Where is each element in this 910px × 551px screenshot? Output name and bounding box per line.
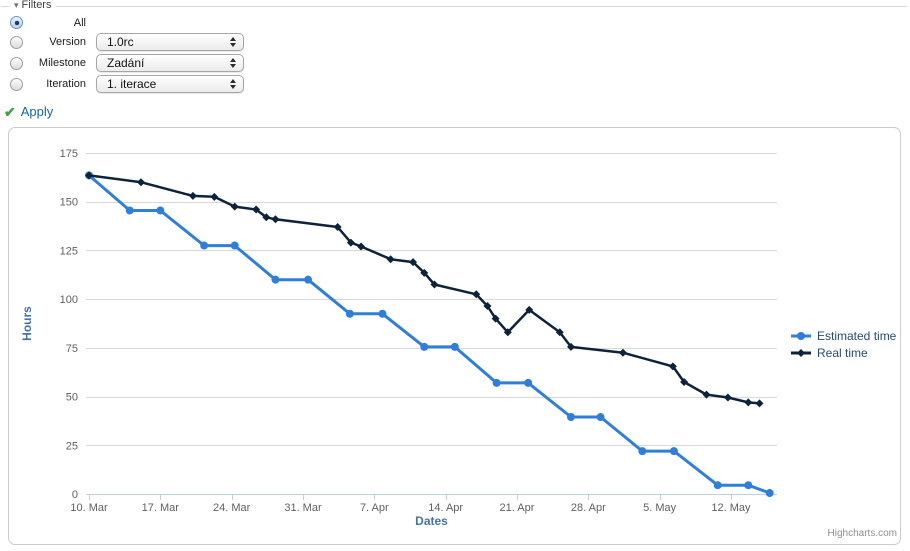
x-tick-label: 28. Apr: [571, 502, 606, 514]
legend-diamond-marker-icon: [791, 349, 811, 357]
y-axis-title: Hours: [20, 306, 34, 341]
iteration-select[interactable]: 1. iterace: [96, 75, 244, 93]
series-estimated-time: [85, 171, 774, 498]
series-real-time: [85, 171, 764, 408]
x-axis: 10. Mar 17. Mar 24. Mar 31. Mar 7. Apr 14. Ap…: [70, 494, 777, 514]
y-tick-label: 150: [60, 197, 78, 209]
legend-label: Real time: [817, 346, 868, 360]
y-tick-label: 50: [66, 392, 78, 404]
filter-label-version: Version: [49, 36, 86, 48]
y-tick-label: 25: [66, 440, 78, 452]
select-arrows-icon: [230, 79, 236, 89]
y-tick-label: 0: [72, 489, 78, 501]
radio-version[interactable]: [10, 35, 23, 49]
check-icon: ✔: [4, 103, 16, 120]
version-select-value: 1.0rc: [107, 35, 134, 49]
legend-item-estimated-time[interactable]: Estimated time: [790, 329, 896, 343]
x-tick-label: 10. Mar: [70, 502, 108, 514]
filter-row-version: Version 1.0rc: [1, 32, 907, 52]
radio-all[interactable]: [10, 16, 23, 29]
filters-panel: ▾ Filters All Version 1.0rc Milestone Za…: [1, 0, 907, 122]
filter-row-all: All: [1, 14, 907, 31]
x-tick-label: 12. May: [711, 502, 751, 514]
burndown-chart: 10. Mar 17. Mar 24. Mar 31. Mar 7. Apr 14. Ap…: [20, 148, 777, 528]
chart-container: 10. Mar 17. Mar 24. Mar 31. Mar 7. Apr 14. Ap…: [8, 127, 901, 545]
x-tick-label: 5. May: [643, 502, 677, 514]
y-tick-label: 175: [60, 148, 78, 160]
filter-label-all: All: [73, 16, 86, 29]
y-tick-label: 125: [60, 245, 78, 257]
radio-milestone[interactable]: [10, 56, 23, 70]
gridlines: [86, 153, 777, 446]
x-tick-label: 31. Mar: [284, 502, 322, 514]
select-arrows-icon: [230, 37, 236, 47]
y-tick-label: 100: [60, 294, 78, 306]
filter-row-iteration: Iteration 1. iterace: [1, 74, 907, 94]
x-tick-label: 14. Apr: [428, 502, 463, 514]
iteration-select-value: 1. iterace: [107, 77, 157, 91]
legend-item-real-time[interactable]: Real time: [790, 346, 896, 360]
filter-rows: All Version 1.0rc Milestone Zadání Itera…: [1, 7, 907, 94]
version-select[interactable]: 1.0rc: [96, 33, 244, 51]
milestone-select[interactable]: Zadání: [96, 54, 244, 72]
apply-button[interactable]: ✔ Apply: [4, 104, 53, 119]
x-tick-label: 17. Mar: [142, 502, 180, 514]
filters-title: Filters: [21, 0, 52, 11]
filter-label-milestone: Milestone: [38, 57, 86, 69]
x-tick-label: 21. Apr: [500, 502, 535, 514]
chart-legend: Estimated time Real time: [790, 329, 896, 360]
highcharts-credits[interactable]: Highcharts.com: [827, 528, 897, 539]
filters-legend-toggle[interactable]: ▾ Filters: [9, 0, 57, 11]
x-tick-label: 24. Mar: [213, 502, 251, 514]
legend-label: Estimated time: [817, 329, 897, 343]
select-arrows-icon: [230, 58, 236, 68]
x-axis-title: Dates: [415, 514, 448, 528]
y-axis: 0 25 50 75 100 125 150 175: [60, 148, 78, 501]
x-tick-label: 7. Apr: [360, 502, 389, 514]
filter-row-milestone: Milestone Zadání: [1, 53, 907, 73]
y-tick-label: 75: [66, 343, 78, 355]
milestone-select-value: Zadání: [107, 56, 145, 70]
legend-circle-marker-icon: [791, 332, 811, 340]
radio-iteration[interactable]: [10, 77, 23, 91]
apply-label: Apply: [20, 104, 54, 119]
filter-label-iteration: Iteration: [46, 78, 86, 90]
collapse-arrow-icon: ▾: [14, 0, 19, 10]
